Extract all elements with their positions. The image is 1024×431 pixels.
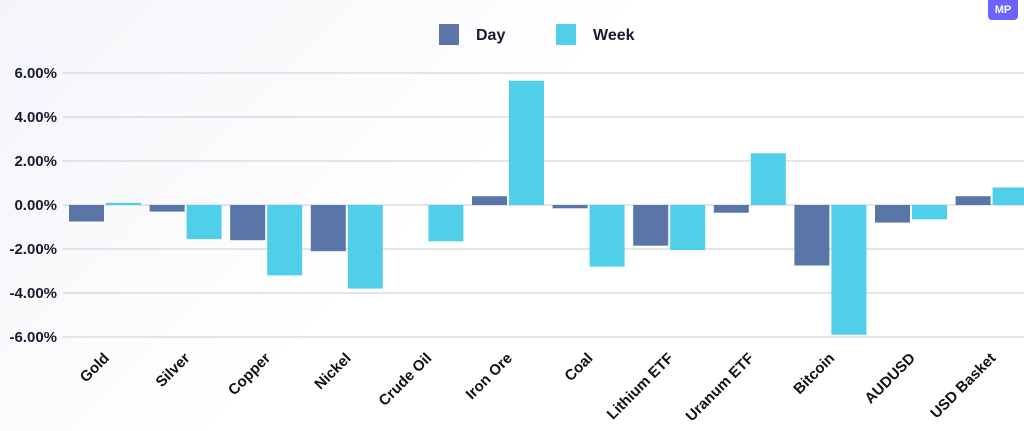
bar-day: [794, 205, 830, 266]
bar-day: [149, 205, 185, 212]
x-category-label: Uranum ETF: [683, 350, 758, 425]
x-category-label: USD Basket: [927, 350, 999, 422]
bar-week: [509, 80, 544, 205]
x-category-label: AUDUSD: [861, 350, 919, 408]
legend-swatch-day: [439, 24, 459, 45]
bar-week: [750, 153, 786, 205]
bar-week: [106, 202, 141, 205]
legend: Day Week: [439, 24, 635, 45]
x-category-label: Coal: [561, 350, 596, 385]
bar-week: [831, 205, 867, 335]
x-axis-labels: Gold Silver Copper Nickel Crude Oil Iron Ore C…: [77, 350, 1000, 425]
x-category-label: Gold: [77, 350, 113, 386]
bar-week: [589, 205, 625, 267]
x-category-label: Silver: [153, 350, 194, 391]
x-category-label: Lithium ETF: [604, 350, 677, 423]
bar-week: [347, 205, 383, 289]
bar-day: [472, 196, 507, 205]
bar-day: [69, 205, 104, 222]
bar-week: [267, 205, 303, 276]
bar-day: [713, 205, 749, 213]
x-category-label: Copper: [225, 350, 274, 399]
bar-week: [992, 187, 1024, 205]
x-category-label: Crude Oil: [375, 350, 435, 410]
legend-label-week: Week: [593, 27, 635, 44]
y-tick-label: -2.00%: [9, 241, 57, 258]
legend-swatch-week: [556, 24, 576, 45]
y-tick-label: -6.00%: [9, 329, 57, 346]
bar-day: [955, 196, 991, 205]
y-tick-label: 4.00%: [14, 109, 57, 126]
mp-badge: MP: [988, 0, 1018, 20]
bar-week: [912, 205, 947, 220]
y-tick-label: 2.00%: [14, 153, 57, 170]
bar-week: [670, 205, 706, 251]
x-category-label: Bitcoin: [790, 350, 838, 398]
bar-day: [633, 205, 669, 246]
y-tick-label: 6.00%: [14, 65, 57, 82]
bar-week: [186, 205, 222, 240]
bars: [69, 80, 1024, 335]
x-category-label: Nickel: [311, 350, 354, 393]
bar-day: [230, 205, 266, 241]
bar-week: [428, 205, 464, 242]
legend-label-day: Day: [476, 27, 505, 44]
bar-day: [552, 205, 588, 209]
y-tick-label: -4.00%: [9, 285, 57, 302]
bar-day: [875, 205, 910, 223]
x-category-label: Iron Ore: [463, 350, 516, 403]
bar-day: [310, 205, 346, 252]
y-tick-label: 0.00%: [14, 197, 57, 214]
y-axis-ticks: 6.00% 4.00% 2.00% 0.00% -2.00% -4.00% -6.00%: [9, 65, 57, 346]
